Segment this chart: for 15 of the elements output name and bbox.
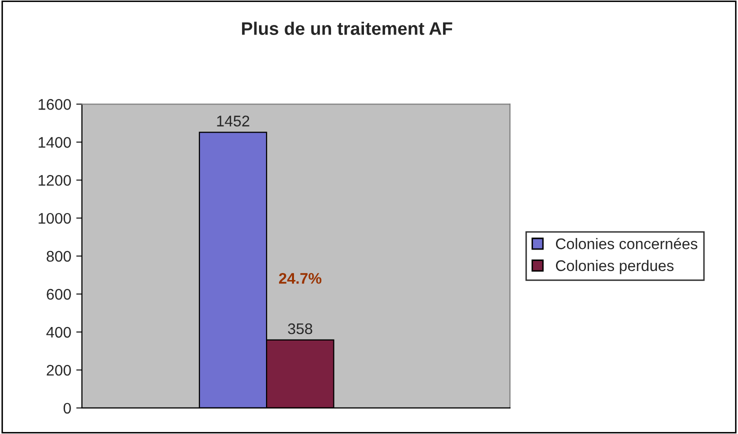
y-tick-label: 1400: [38, 137, 71, 148]
y-tick-label: 400: [46, 326, 71, 338]
y-tick-label: 1600: [38, 99, 71, 110]
y-tick-label: 200: [46, 364, 71, 376]
y-tick-label: 600: [46, 288, 71, 300]
y-tick-label: 0: [64, 402, 71, 414]
legend-label: Colonies concernées: [556, 238, 698, 250]
y-tick-label: 1200: [38, 174, 71, 186]
y-tick-label: 800: [46, 250, 71, 262]
annotation: 24.7%: [279, 272, 322, 284]
data-label: 358: [288, 323, 312, 334]
chart-title: Plus de un traitement AF: [242, 22, 452, 35]
data-label: 1452: [217, 116, 250, 126]
y-tick-label: 1000: [38, 212, 71, 224]
legend-label: Colonies perdues: [556, 260, 674, 274]
